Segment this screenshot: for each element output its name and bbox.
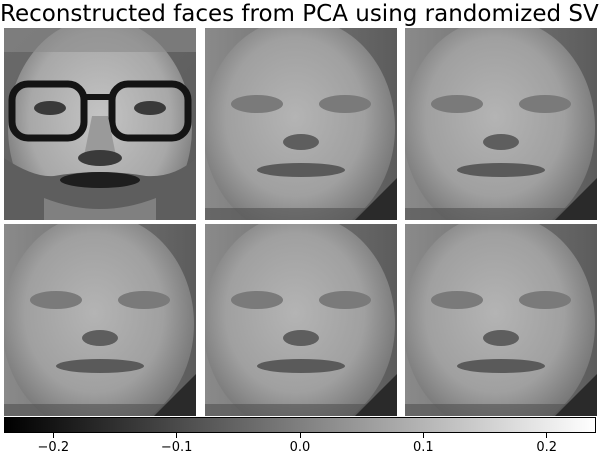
reconstructed-face-image [4, 224, 196, 416]
colorbar-tick-label: −0.1 [160, 440, 193, 455]
colorbar [4, 417, 596, 433]
face-panel-original [4, 28, 196, 220]
colorbar-tick-label: 0.2 [536, 440, 557, 455]
original-face-image [4, 28, 196, 220]
reconstructed-face-image [205, 28, 397, 220]
reconstructed-face-image [205, 224, 397, 416]
colorbar-tick [299, 433, 301, 438]
reconstructed-face-image [405, 28, 597, 220]
face-panel-reconstructed-5 [405, 224, 597, 416]
colorbar-tick [176, 433, 178, 438]
colorbar-tick [422, 433, 424, 438]
face-panel-reconstructed-1 [205, 28, 397, 220]
colorbar-tick [52, 433, 54, 438]
face-panel-reconstructed-2 [405, 28, 597, 220]
reconstructed-face-image [405, 224, 597, 416]
colorbar-tick-label: 0.0 [289, 440, 311, 455]
face-panel-reconstructed-4 [205, 224, 397, 416]
colorbar-tick [546, 433, 548, 438]
colorbar-tick-label: −0.2 [37, 440, 70, 455]
colorbar-tick-label: 0.1 [412, 440, 434, 455]
figure-title: Reconstructed faces from PCA using rando… [0, 1, 600, 27]
face-panel-reconstructed-3 [4, 224, 196, 416]
